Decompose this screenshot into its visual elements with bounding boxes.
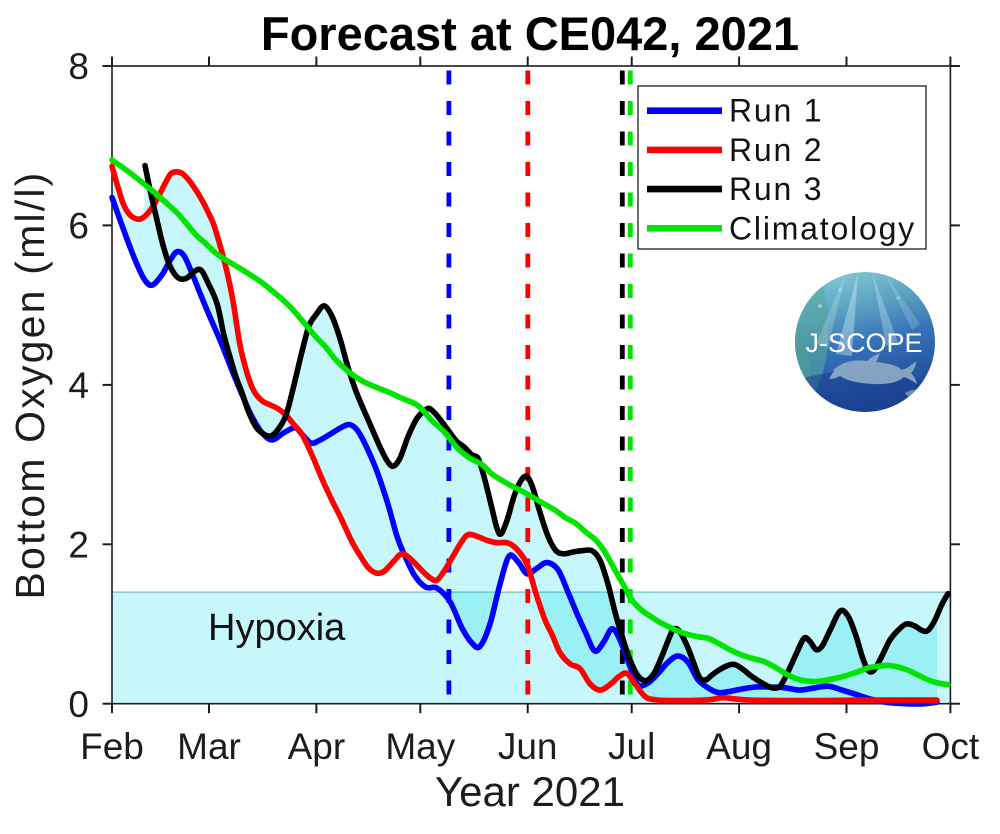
svg-text:J-SCOPE: J-SCOPE bbox=[805, 328, 922, 358]
svg-text:Run 2: Run 2 bbox=[729, 132, 823, 168]
svg-text:2: 2 bbox=[68, 525, 89, 566]
svg-text:Aug: Aug bbox=[706, 726, 772, 767]
svg-text:Apr: Apr bbox=[288, 726, 346, 767]
svg-text:Feb: Feb bbox=[80, 726, 144, 767]
svg-text:Oct: Oct bbox=[922, 726, 980, 767]
svg-text:Climatology: Climatology bbox=[729, 210, 916, 246]
svg-text:4: 4 bbox=[68, 365, 89, 406]
svg-text:Mar: Mar bbox=[177, 726, 241, 767]
svg-text:Forecast at CE042, 2021: Forecast at CE042, 2021 bbox=[261, 7, 799, 60]
svg-text:8: 8 bbox=[68, 46, 89, 87]
svg-text:Hypoxia: Hypoxia bbox=[208, 607, 346, 649]
svg-text:Sep: Sep bbox=[814, 726, 880, 767]
svg-text:Jun: Jun bbox=[498, 726, 558, 767]
svg-text:Jul: Jul bbox=[608, 726, 655, 767]
svg-text:6: 6 bbox=[68, 206, 89, 247]
svg-text:0: 0 bbox=[68, 684, 89, 725]
svg-text:Year 2021: Year 2021 bbox=[435, 768, 625, 815]
svg-text:May: May bbox=[385, 726, 455, 767]
svg-text:Run 1: Run 1 bbox=[729, 93, 823, 129]
svg-text:Run 3: Run 3 bbox=[729, 171, 823, 207]
svg-text:Bottom Oxygen (ml/l): Bottom Oxygen (ml/l) bbox=[7, 170, 53, 599]
